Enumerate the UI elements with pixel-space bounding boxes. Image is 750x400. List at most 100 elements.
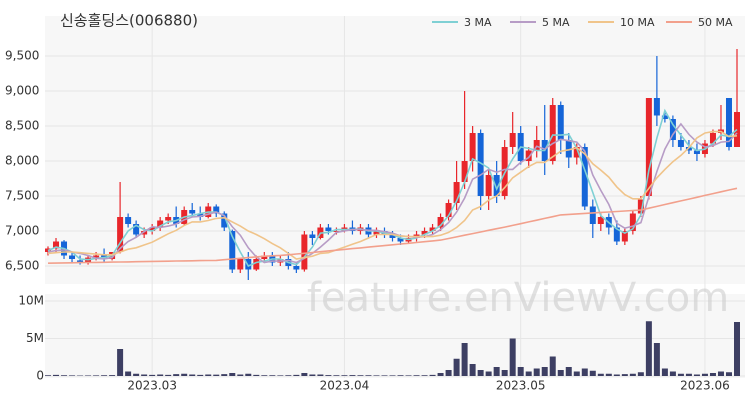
candle-body — [493, 175, 500, 196]
candle-body — [589, 206, 596, 224]
volume-bar — [405, 375, 412, 376]
legend: 3 MA 5 MA 10 MA 50 MA — [432, 16, 733, 29]
volume-bar — [373, 375, 380, 376]
volume-bar — [181, 373, 188, 376]
volume-bar — [293, 374, 300, 376]
y-tick-label: 8,500 — [5, 119, 39, 133]
legend-label: 3 MA — [464, 16, 492, 29]
volume-bar — [589, 370, 596, 376]
volume-bar — [661, 368, 668, 376]
candle-body — [613, 227, 620, 242]
volume-bar — [285, 375, 292, 376]
volume-bar — [501, 370, 508, 376]
volume-bar — [645, 321, 652, 376]
volume-bar — [413, 375, 420, 376]
candle-body — [469, 133, 476, 161]
y-tick-label: 6,500 — [5, 259, 39, 273]
volume-bar — [573, 371, 580, 376]
volume-bar — [549, 356, 556, 376]
candle-body — [237, 259, 244, 270]
candle-body — [437, 217, 444, 228]
candle-body — [157, 220, 164, 228]
candle-body — [69, 255, 76, 259]
volume-bar — [734, 322, 740, 376]
volume-bar — [485, 371, 492, 376]
volume-bar — [605, 373, 612, 376]
y-tick-label: 7,500 — [5, 189, 39, 203]
candle-body — [165, 217, 172, 221]
marks — [45, 49, 740, 376]
volume-bar — [253, 374, 260, 376]
volume-bar — [653, 343, 660, 376]
volume-bar — [453, 358, 460, 376]
candle-body — [621, 231, 628, 242]
ma-line — [47, 187, 738, 264]
candle-body — [637, 199, 644, 214]
candle-body — [141, 231, 148, 235]
volume-bar — [557, 370, 564, 376]
volume-bar — [301, 373, 308, 376]
volume-bar — [493, 367, 500, 376]
candle-body — [245, 259, 252, 270]
candle-body — [429, 227, 436, 231]
volume-panel — [45, 294, 745, 378]
candle-body — [629, 213, 636, 231]
volume-bar — [309, 374, 316, 376]
ma-line — [47, 130, 738, 260]
y-tick-label: 9,500 — [5, 49, 39, 63]
candle-body — [117, 217, 124, 252]
candle-body — [293, 266, 300, 270]
volume-bar — [613, 374, 620, 376]
volume-bar — [509, 338, 516, 376]
candle-body — [93, 255, 100, 259]
volume-bar — [229, 373, 236, 376]
volume-bar — [205, 374, 212, 376]
candle-body — [509, 133, 516, 147]
candle-body — [213, 206, 220, 214]
volume-bar — [381, 375, 388, 376]
candle-body — [653, 98, 660, 116]
legend-label: 10 MA — [620, 16, 655, 29]
candle-body — [549, 105, 556, 161]
y-tick-label: 8,000 — [5, 154, 39, 168]
volume-bar — [437, 373, 444, 376]
candle-body — [373, 231, 380, 235]
candle-body — [645, 98, 652, 196]
price-panel — [45, 16, 745, 284]
candle-body — [197, 213, 204, 217]
y-tick-label: 10M — [18, 294, 44, 308]
volume-bar — [269, 375, 276, 376]
candle-body — [125, 217, 132, 224]
volume-bar — [429, 374, 436, 376]
volume-bar — [541, 367, 548, 376]
x-tick-label: 2023.04 — [320, 379, 370, 393]
volume-bar — [477, 370, 484, 376]
x-tick-label: 2023.03 — [127, 379, 177, 393]
volume-bar — [629, 373, 636, 376]
x-tick-label: 2023.06 — [680, 379, 730, 393]
volume-bar — [149, 374, 156, 376]
volume-bar — [685, 373, 692, 376]
candle-body — [533, 140, 540, 151]
volume-bar — [221, 374, 228, 376]
candle-body — [229, 231, 236, 270]
volume-bar — [725, 372, 732, 376]
volume-bar — [581, 368, 588, 376]
x-tick-label: 2023.05 — [496, 379, 546, 393]
candle-body — [221, 213, 228, 228]
volume-bar — [117, 349, 124, 376]
volume-bar — [109, 375, 116, 376]
volume-bar — [349, 375, 356, 376]
volume-bar — [565, 367, 572, 376]
volume-bar — [677, 373, 684, 376]
candle-body — [661, 115, 668, 119]
candle-body — [253, 259, 260, 270]
volume-bar — [517, 367, 524, 376]
volume-bar — [341, 375, 348, 376]
candle-body — [525, 150, 532, 161]
volume-bar — [317, 374, 324, 376]
candle-body — [597, 217, 604, 224]
volume-bar — [237, 374, 244, 376]
volume-bar — [637, 372, 644, 376]
